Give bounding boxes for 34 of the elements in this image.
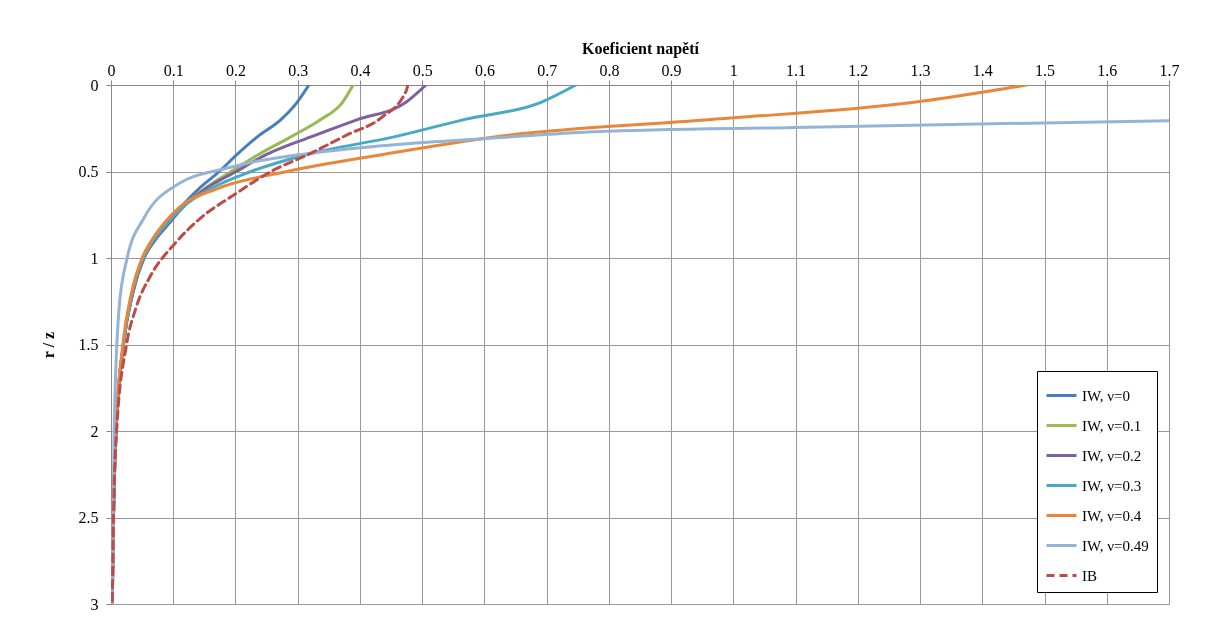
legend-label: IB [1082, 567, 1097, 584]
y-axis-title: r / z [39, 331, 57, 359]
x-axis-title: Koeficient napětí [582, 39, 700, 58]
legend-label: IW, ν=0.49 [1082, 537, 1149, 554]
y-tick-label: 2 [90, 422, 99, 440]
x-tick-label: 0.2 [225, 61, 246, 79]
y-tick-label: 2.5 [78, 509, 99, 526]
x-tick-label: 0.3 [288, 61, 309, 79]
y-tick-label: 0.5 [78, 163, 99, 180]
x-tick-label: 0 [107, 61, 116, 79]
legend-label: IW, ν=0.2 [1082, 447, 1142, 464]
x-tick-label: 1.1 [786, 61, 807, 79]
x-tick-label: 1.7 [1159, 61, 1180, 79]
x-tick-label: 0.6 [474, 61, 495, 79]
y-tick-label: 0 [90, 76, 99, 94]
x-tick-label: 0.8 [599, 61, 620, 79]
x-tick-label: 1.2 [848, 61, 869, 79]
x-tick-label: 1.4 [972, 61, 993, 79]
legend-label: IW, ν=0.4 [1082, 507, 1142, 524]
legend-label: IW, ν=0.3 [1082, 477, 1142, 494]
x-tick-label: 0.1 [163, 61, 184, 79]
x-tick-label: 1 [729, 61, 738, 79]
x-tick-label: 1.6 [1097, 61, 1118, 79]
x-tick-label: 0.5 [412, 61, 433, 79]
x-tick-label: 0.9 [661, 61, 682, 79]
x-tick-label: 1.3 [910, 61, 931, 79]
legend-label: IW, ν=0.1 [1082, 417, 1142, 434]
x-tick-label: 0.4 [350, 61, 371, 79]
y-tick-label: 1 [90, 249, 99, 267]
y-tick-label: 3 [90, 595, 99, 613]
legend-label: IW, ν=0 [1082, 387, 1131, 404]
x-tick-label: 1.5 [1035, 61, 1056, 79]
y-tick-label: 1.5 [78, 336, 99, 353]
x-tick-label: 0.7 [537, 61, 558, 79]
